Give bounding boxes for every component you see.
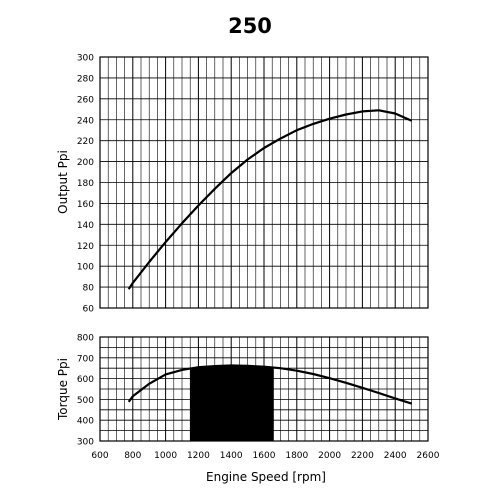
y-tick-label: 300 (77, 438, 94, 448)
y-tick-label: 80 (83, 284, 95, 294)
output-axis-label: Output Ppi (56, 150, 70, 214)
y-tick-label: 260 (77, 95, 94, 105)
chart-panel-0: 60 80 100 120 140 160 180 200 220 240 260 280 300 Out… (56, 54, 429, 315)
x-tick-label: 600 (91, 451, 108, 461)
y-tick-label: 60 (83, 305, 95, 315)
y-tick-label: 500 (77, 396, 94, 406)
y-tick-label: 600 (77, 375, 94, 385)
y-tick-label: 800 (77, 334, 94, 344)
y-tick-label: 400 (77, 417, 94, 427)
plot-frame (99, 336, 429, 442)
y-tick-label: 120 (77, 242, 94, 252)
x-axis-label: Engine Speed [rpm] (206, 470, 326, 484)
x-tick-label: 1400 (220, 451, 243, 461)
y-tick-label: 220 (77, 137, 94, 147)
y-tick-label: 140 (77, 221, 94, 231)
x-tick-label: 1800 (285, 451, 308, 461)
y-tick-label: 100 (77, 263, 94, 273)
x-tick-label: 2000 (318, 451, 341, 461)
y-tick-label: 300 (77, 54, 94, 64)
x-tick-label: 800 (124, 451, 141, 461)
x-tick-label: 1200 (187, 451, 210, 461)
y-tick-label: 280 (77, 74, 94, 84)
y-tick-label: 200 (77, 158, 94, 168)
y-tick-label: 180 (77, 179, 94, 189)
x-tick-label: 1000 (154, 451, 177, 461)
x-tick-label: 2600 (417, 451, 440, 461)
x-tick-label: 2400 (384, 451, 407, 461)
plot-frame (99, 56, 429, 309)
output-curve (127, 109, 413, 290)
torque-axis-label: Torque Ppi (56, 358, 70, 421)
x-tick-label: 1600 (253, 451, 276, 461)
y-tick-label: 240 (77, 116, 94, 126)
torque-shaded-area (190, 365, 274, 441)
y-tick-label: 700 (77, 354, 94, 364)
torque-curve (127, 364, 412, 405)
x-tick-label: 2200 (351, 451, 374, 461)
chart-title: 250 (228, 14, 272, 38)
y-tick-label: 160 (77, 200, 94, 210)
chart-panel-1: 300 400 500 600 700 800 600 800 1000 1200 1400 1600… (56, 334, 440, 485)
